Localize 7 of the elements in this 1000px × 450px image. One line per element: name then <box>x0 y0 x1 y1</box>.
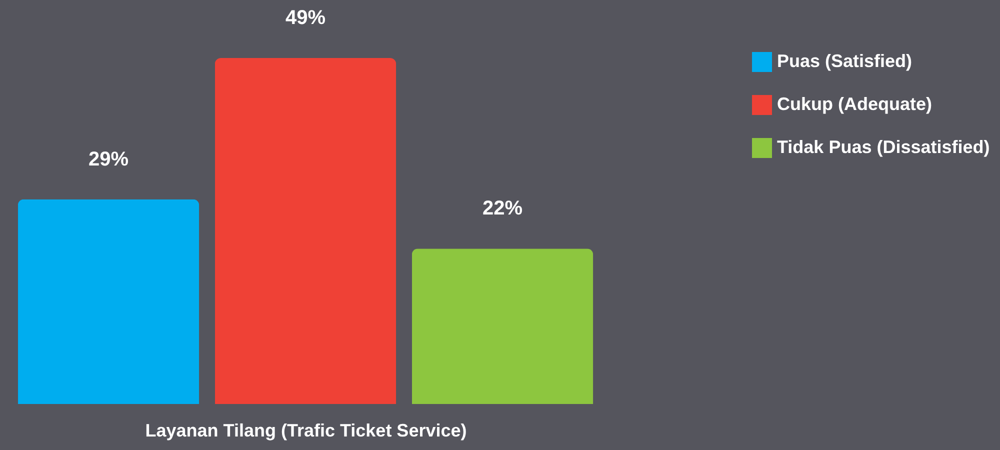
data-label: 29% <box>88 148 129 170</box>
data-label: 22% <box>482 198 523 220</box>
x-axis-title: Layanan Tilang (Trafic Ticket Service) <box>145 420 467 440</box>
data-label: 49% <box>285 7 326 30</box>
legend-label: Cukup (Adequate) <box>777 94 932 114</box>
legend-label: Puas (Satisfied) <box>777 51 912 71</box>
legend-label: Tidak Puas (Dissatisfied) <box>777 137 990 157</box>
